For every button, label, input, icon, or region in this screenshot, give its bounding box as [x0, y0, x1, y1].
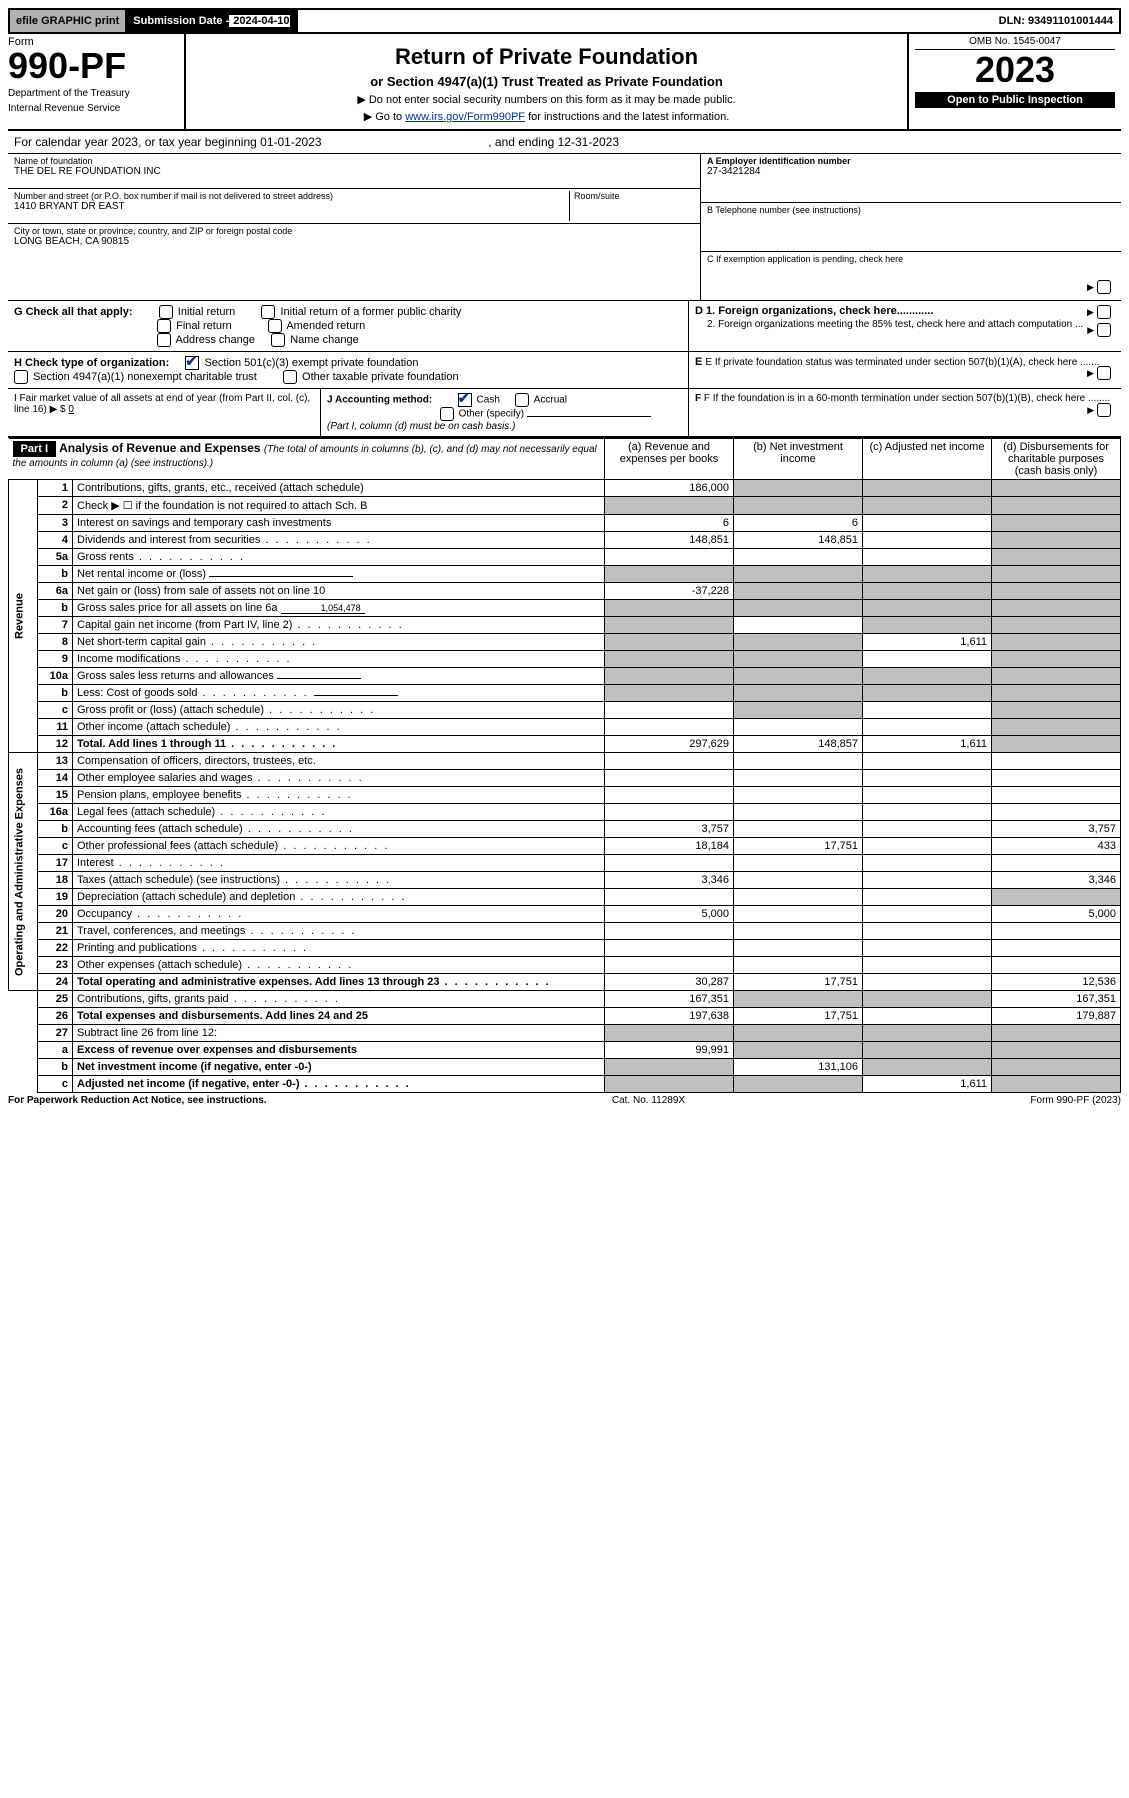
- irs-label: Internal Revenue Service: [8, 103, 178, 114]
- fmv-value: 0: [68, 404, 74, 415]
- form-link[interactable]: www.irs.gov/Form990PF: [405, 111, 525, 123]
- checkbox-other-taxable[interactable]: [283, 370, 297, 384]
- calendar-year-row: For calendar year 2023, or tax year begi…: [8, 131, 1121, 154]
- checkbox-final[interactable]: [157, 319, 171, 333]
- col-a-header: (a) Revenue and expenses per books: [605, 439, 734, 480]
- checkbox-name[interactable]: [271, 333, 285, 347]
- header-left: Form 990-PF Department of the Treasury I…: [8, 34, 186, 129]
- street-cell: Number and street (or P.O. box number if…: [8, 189, 700, 224]
- checkbox-501c3[interactable]: [185, 356, 199, 370]
- dept-treasury: Department of the Treasury: [8, 88, 178, 99]
- paperwork-notice: For Paperwork Reduction Act Notice, see …: [8, 1095, 267, 1106]
- arrow-icon: [1087, 367, 1094, 379]
- arrow-icon: [1087, 306, 1094, 318]
- room-suite-label: Room/suite: [574, 191, 694, 201]
- dln-label: DLN: 93491101001444: [993, 10, 1119, 32]
- checkbox-4947[interactable]: [14, 370, 28, 384]
- submission-date-label: Submission Date - 2024-04-10: [127, 10, 297, 32]
- col-c-header: (c) Adjusted net income: [863, 439, 992, 480]
- form-title: Return of Private Foundation: [196, 44, 897, 70]
- exemption-pending-cell: C If exemption application is pending, c…: [701, 252, 1121, 300]
- part-1-table: Part I Analysis of Revenue and Expenses …: [8, 438, 1121, 1093]
- checkbox-d1[interactable]: [1097, 305, 1111, 319]
- top-bar: efile GRAPHIC print Submission Date - 20…: [8, 8, 1121, 34]
- city-cell: City or town, state or province, country…: [8, 224, 700, 258]
- arrow-icon: [1087, 405, 1094, 416]
- checkbox-initial[interactable]: [159, 305, 173, 319]
- header-center: Return of Private Foundation or Section …: [186, 34, 907, 129]
- omb-number: OMB No. 1545-0047: [915, 36, 1115, 50]
- checkbox-accrual[interactable]: [515, 393, 529, 407]
- revenue-section-label: Revenue: [9, 480, 38, 753]
- cat-number: Cat. No. 11289X: [612, 1095, 685, 1106]
- checkbox-e[interactable]: [1097, 366, 1111, 380]
- col-d-header: (d) Disbursements for charitable purpose…: [992, 439, 1121, 480]
- open-public-badge: Open to Public Inspection: [915, 92, 1115, 108]
- instruction-1: ▶ Do not enter social security numbers o…: [196, 93, 897, 106]
- phone-cell: B Telephone number (see instructions): [701, 203, 1121, 252]
- checkbox-cash[interactable]: [458, 393, 472, 407]
- checkbox-address[interactable]: [157, 333, 171, 347]
- form-header: Form 990-PF Department of the Treasury I…: [8, 34, 1121, 131]
- foundation-name-cell: Name of foundation THE DEL RE FOUNDATION…: [8, 154, 700, 189]
- section-h-row: H Check type of organization: Section 50…: [8, 352, 1121, 389]
- checkbox-c[interactable]: [1097, 280, 1111, 294]
- arrow-icon: [1087, 281, 1094, 293]
- form-footer-label: Form 990-PF (2023): [1030, 1095, 1121, 1106]
- section-g-row: G Check all that apply: Initial return I…: [8, 301, 1121, 352]
- arrow-icon: [1087, 325, 1094, 336]
- form-subtitle: or Section 4947(a)(1) Trust Treated as P…: [196, 74, 897, 89]
- ein-cell: A Employer identification number 27-3421…: [701, 154, 1121, 203]
- identity-block: Name of foundation THE DEL RE FOUNDATION…: [8, 154, 1121, 301]
- col-b-header: (b) Net investment income: [734, 439, 863, 480]
- form-number: 990-PF: [8, 48, 178, 84]
- checkbox-initial-public[interactable]: [261, 305, 275, 319]
- tax-year: 2023: [915, 50, 1115, 90]
- checkbox-d2[interactable]: [1097, 323, 1111, 337]
- checkbox-f[interactable]: [1097, 403, 1111, 417]
- efile-button[interactable]: efile GRAPHIC print: [10, 10, 127, 32]
- header-right: OMB No. 1545-0047 2023 Open to Public In…: [907, 34, 1121, 129]
- footer-row: For Paperwork Reduction Act Notice, see …: [8, 1093, 1121, 1106]
- expenses-section-label: Operating and Administrative Expenses: [9, 753, 38, 991]
- section-ijf-row: I Fair market value of all assets at end…: [8, 389, 1121, 438]
- checkbox-other-method[interactable]: [440, 407, 454, 421]
- checkbox-amended[interactable]: [268, 319, 282, 333]
- instruction-2: ▶ Go to www.irs.gov/Form990PF for instru…: [196, 110, 897, 123]
